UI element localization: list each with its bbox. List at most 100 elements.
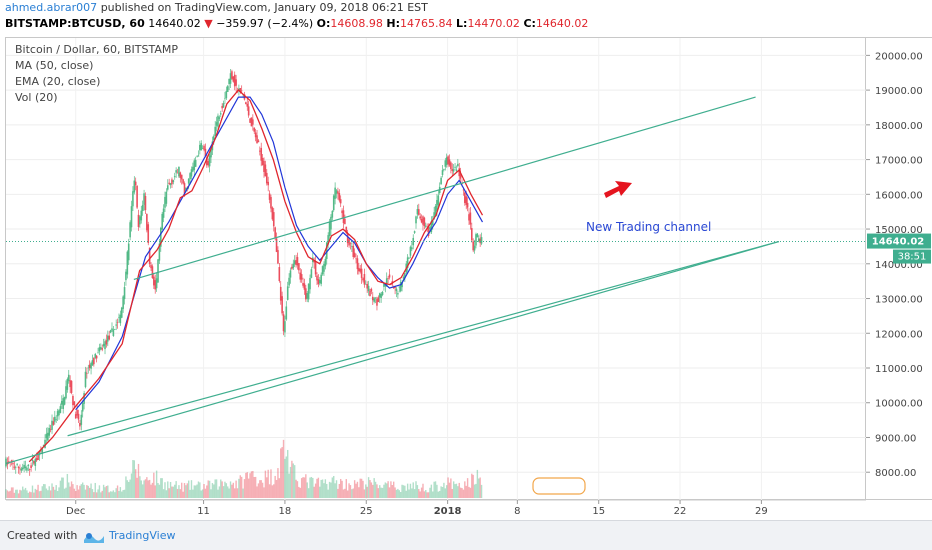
low-label: L: (456, 17, 468, 30)
candle-body (235, 79, 237, 86)
author-link[interactable]: ahmed.abrar007 (5, 1, 98, 14)
candle-body (473, 245, 476, 251)
candle-body (80, 414, 83, 425)
candle-body (402, 276, 405, 279)
candle-body (93, 357, 95, 365)
candle-body (119, 314, 122, 324)
candle-body (219, 113, 222, 115)
volume-bar (82, 482, 84, 498)
volume-bar (282, 439, 285, 498)
candle-body (445, 157, 448, 165)
volume-bar (176, 488, 179, 498)
candle-body (383, 283, 385, 287)
candle-body (355, 258, 357, 260)
candle-body (44, 439, 46, 449)
volume-bar (305, 474, 307, 498)
volume-bar (425, 490, 427, 498)
candle-body (458, 168, 461, 177)
candle-body (115, 324, 117, 326)
legend-vol[interactable]: Vol (20) (15, 91, 58, 104)
candle-body (331, 210, 334, 218)
candle-body (317, 279, 320, 285)
candle-body (282, 314, 285, 332)
volume-bar (44, 484, 46, 498)
volume-bar (259, 480, 261, 498)
volume-bar (77, 489, 80, 498)
volume-bar (418, 489, 420, 498)
volume-bar (238, 478, 240, 498)
candle-body (175, 170, 177, 173)
candle-body (395, 288, 398, 292)
volume-bar (376, 484, 378, 498)
volume-bar (126, 480, 129, 498)
volume-bar (165, 490, 168, 498)
volume-bar (479, 477, 481, 498)
candle-body (66, 378, 69, 390)
candle-body (153, 276, 155, 286)
volume-bar (356, 481, 359, 498)
candle-body (385, 278, 388, 287)
volume-bar (252, 470, 254, 498)
price-axis[interactable] (866, 37, 932, 500)
candle-body (112, 329, 115, 336)
volume-bar (443, 482, 445, 498)
volume-bar (334, 483, 336, 498)
candle-body (58, 410, 60, 416)
volume-bar (162, 489, 165, 498)
candle-body (267, 181, 269, 186)
candle-body (352, 245, 355, 257)
volume-bar (75, 490, 77, 498)
tradingview-link[interactable]: TradingView (109, 529, 176, 542)
candle-body (26, 467, 28, 471)
candle-body (270, 197, 272, 209)
volume-bar (281, 447, 283, 498)
candle-body (412, 237, 415, 246)
volume-bar (465, 485, 467, 498)
volume-bar (104, 487, 106, 498)
candle-body (172, 180, 175, 183)
candle-body (87, 367, 90, 369)
candle-body (346, 233, 349, 244)
volume-bar (312, 477, 314, 498)
candle-body (430, 221, 433, 233)
volume-bar (327, 489, 329, 498)
candle-body (239, 88, 242, 92)
candle-body (327, 235, 329, 245)
symbol-label: BITSTAMP:BTCUSD, 60 (5, 17, 145, 30)
volume-bar (352, 488, 354, 498)
volume-bar (222, 486, 225, 498)
volume-bar (441, 486, 444, 498)
volume-bar (172, 486, 175, 498)
volume-bar (314, 483, 317, 498)
volume-bar (285, 456, 288, 498)
candle-body (397, 293, 399, 295)
volume-bar (49, 490, 52, 498)
volume-bar (430, 484, 433, 498)
candle-body (341, 210, 343, 214)
legend-ma[interactable]: MA (50, close) (15, 59, 94, 72)
volume-bar (175, 481, 177, 498)
volume-bar (37, 484, 39, 498)
legend-ema[interactable]: EMA (20, close) (15, 75, 101, 88)
x-tick-label: 18 (279, 506, 292, 517)
candle-body (416, 209, 419, 215)
candle-body (436, 200, 438, 212)
volume-bar (100, 492, 102, 498)
volume-bar (27, 492, 30, 498)
volume-bar (114, 492, 116, 498)
candle-body (116, 322, 119, 324)
candle-body (62, 398, 64, 409)
volume-bar (450, 478, 452, 498)
volume-bar (143, 480, 145, 498)
volume-bar (70, 481, 73, 498)
candle-body (140, 210, 143, 221)
candle-body (107, 335, 109, 342)
channel-lower-line (67, 240, 779, 437)
candle-body (197, 155, 200, 157)
volume-bar (299, 487, 301, 498)
candle-body (394, 286, 396, 289)
volume-bar (24, 487, 27, 498)
volume-bar (473, 484, 476, 498)
volume-bar (8, 491, 10, 498)
volume-bar (55, 485, 57, 498)
